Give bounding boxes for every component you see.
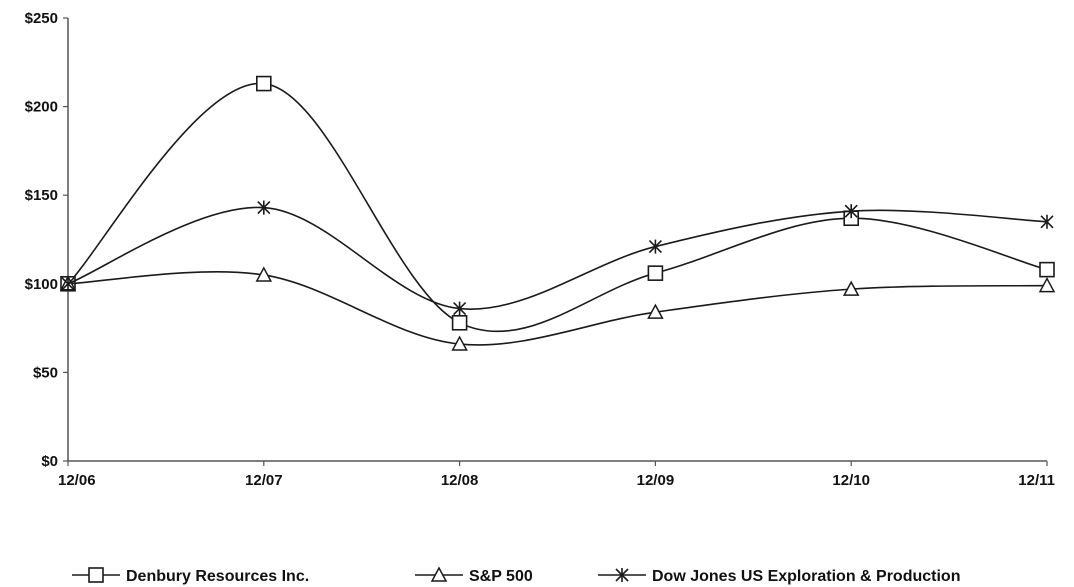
y-tick-label: $200 — [25, 99, 58, 116]
y-tick-label: $100 — [25, 276, 58, 293]
data-point-triangle — [1038, 276, 1056, 293]
data-point-square — [255, 75, 272, 92]
series-line — [67, 206, 1048, 310]
y-tick-label: $50 — [33, 364, 58, 381]
legend-marker-square — [88, 567, 104, 583]
series-triangle — [59, 266, 1056, 351]
data-point-star — [844, 204, 858, 219]
data-point-triangle — [842, 280, 860, 296]
x-tick-label: 12/08 — [441, 472, 479, 489]
y-tick-label: $150 — [25, 187, 58, 204]
series-line — [67, 82, 1048, 333]
x-tick-label: 12/09 — [637, 472, 675, 489]
data-point-star — [648, 239, 662, 254]
series-line — [67, 271, 1048, 346]
data-point-square — [1039, 261, 1055, 278]
series-star — [61, 200, 1054, 316]
x-tick-label: 12/11 — [1018, 472, 1055, 489]
legend-marker-triangle — [430, 566, 448, 582]
x-tick-label: 12/10 — [832, 472, 870, 489]
data-point-square — [647, 265, 664, 281]
x-axis-ticks: 12/06 12/07 12/08 12/09 12/10 12/11 — [58, 461, 1055, 489]
y-axis-ticks: $0 $50 $100 $150 $200 $250 — [25, 10, 68, 470]
legend-marker-star — [615, 568, 629, 582]
data-point-square — [451, 314, 468, 331]
data-point-star — [1040, 214, 1054, 229]
series-square — [60, 75, 1055, 333]
legend-item: Denbury Resources Inc. — [72, 567, 309, 585]
data-point-triangle — [451, 335, 468, 351]
legend-item: Dow Jones US Exploration & Production — [598, 568, 960, 585]
legend-item: S&P 500 — [415, 566, 533, 585]
legend-label: S&P 500 — [469, 568, 533, 585]
legend: Denbury Resources Inc. S&P 500 Dow Jones U… — [72, 566, 960, 585]
data-point-triangle — [647, 303, 664, 319]
data-point-star — [61, 276, 75, 291]
data-point-triangle — [255, 266, 273, 282]
axes — [67, 18, 1047, 462]
x-tick-label: 12/07 — [245, 472, 283, 489]
y-tick-label: $0 — [41, 453, 58, 470]
y-tick-label: $250 — [25, 10, 58, 27]
x-tick-label: 12/06 — [58, 472, 96, 489]
data-point-star — [453, 301, 467, 316]
legend-label: Denbury Resources Inc. — [126, 568, 309, 585]
series-lines — [59, 75, 1056, 351]
legend-label: Dow Jones US Exploration & Production — [652, 568, 960, 585]
data-point-star — [257, 200, 271, 215]
